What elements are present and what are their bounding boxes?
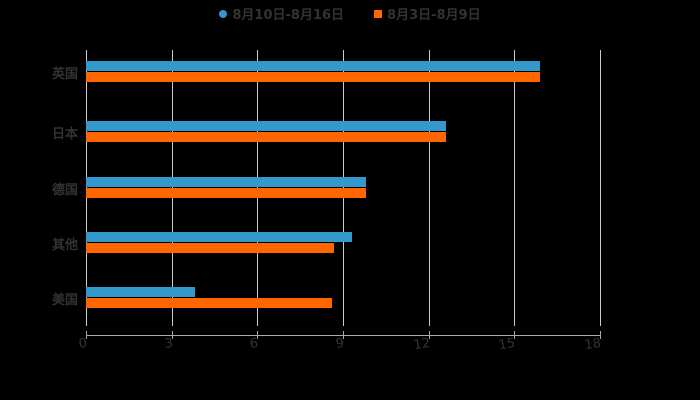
bar[interactable] bbox=[86, 232, 352, 242]
category-label: 德国 bbox=[51, 183, 78, 198]
bar[interactable] bbox=[86, 188, 366, 198]
gridline bbox=[428, 50, 430, 326]
x-tick-label: 12 bbox=[412, 336, 431, 354]
x-tick-label: 18 bbox=[583, 336, 603, 354]
legend-label: 8月10日-8月16日 bbox=[232, 8, 345, 23]
category-label: 日本 bbox=[51, 127, 78, 142]
category-label: 英国 bbox=[51, 67, 78, 82]
bar[interactable] bbox=[86, 72, 541, 82]
x-tick bbox=[514, 331, 516, 339]
bar[interactable] bbox=[86, 61, 541, 71]
square-marker-icon bbox=[374, 9, 383, 18]
x-tick bbox=[257, 331, 259, 339]
bar[interactable] bbox=[86, 121, 446, 131]
x-tick bbox=[171, 331, 173, 339]
x-tick-label: 3 bbox=[163, 336, 174, 353]
x-tick-label: 9 bbox=[334, 336, 346, 353]
x-tick bbox=[428, 331, 430, 339]
x-tick-label: 15 bbox=[497, 336, 517, 354]
bar[interactable] bbox=[86, 177, 366, 187]
bar[interactable] bbox=[86, 298, 332, 308]
bar[interactable] bbox=[86, 132, 446, 142]
x-tick bbox=[600, 331, 601, 339]
legend-item-series-2[interactable]: 8月3日-8月9日 bbox=[374, 4, 481, 23]
bar[interactable] bbox=[86, 243, 335, 253]
category-label: 美国 bbox=[51, 293, 78, 308]
gridline bbox=[600, 50, 601, 326]
category-label: 其他 bbox=[51, 238, 78, 253]
x-tick bbox=[343, 331, 344, 339]
plot-area bbox=[86, 50, 601, 326]
circle-marker-icon bbox=[219, 9, 228, 18]
x-tick-label: 0 bbox=[77, 336, 89, 353]
legend-label: 8月3日-8月9日 bbox=[387, 8, 481, 23]
bar[interactable] bbox=[86, 287, 195, 297]
x-tick-label: 6 bbox=[249, 336, 260, 353]
chart-legend: 8月10日-8月16日 8月3日-8月9日 bbox=[0, 4, 700, 23]
x-tick bbox=[86, 331, 87, 339]
gridline bbox=[514, 50, 516, 326]
legend-item-series-1[interactable]: 8月10日-8月16日 bbox=[219, 4, 344, 23]
